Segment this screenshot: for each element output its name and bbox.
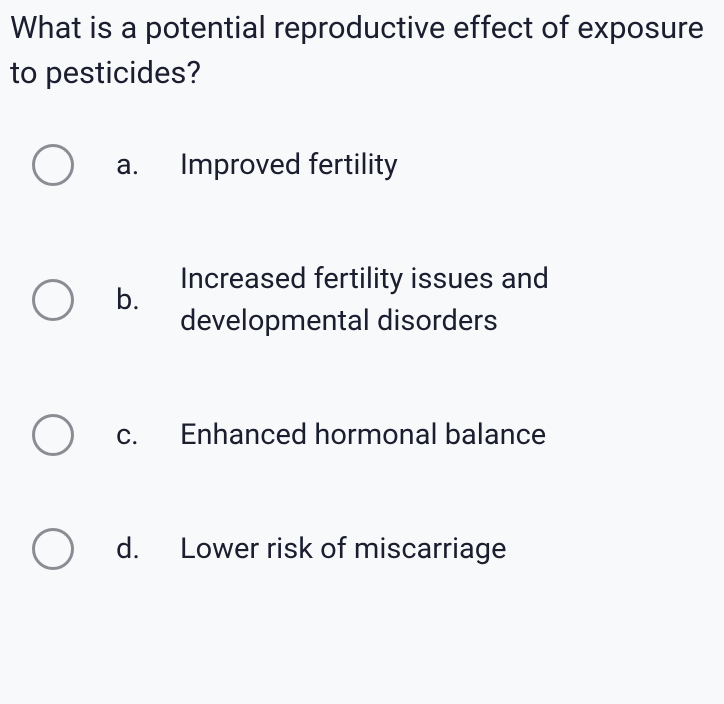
options-list: a. Improved fertility b. Increased ferti… xyxy=(10,144,714,570)
radio-button-c[interactable] xyxy=(32,414,74,456)
option-text-d: Lower risk of miscarriage xyxy=(180,528,506,570)
option-letter-c: c. xyxy=(116,418,180,452)
radio-button-d[interactable] xyxy=(32,528,74,570)
radio-button-b[interactable] xyxy=(32,279,74,321)
option-row-d[interactable]: d. Lower risk of miscarriage xyxy=(32,528,714,570)
option-text-a: Improved fertility xyxy=(180,144,398,186)
option-letter-b: b. xyxy=(116,283,180,317)
question-container: What is a potential reproductive effect … xyxy=(0,0,724,570)
option-row-b[interactable]: b. Increased fertility issues and develo… xyxy=(32,258,714,342)
question-text: What is a potential reproductive effect … xyxy=(10,6,714,96)
radio-button-a[interactable] xyxy=(32,144,74,186)
option-row-c[interactable]: c. Enhanced hormonal balance xyxy=(32,414,714,456)
option-letter-d: d. xyxy=(116,532,180,566)
option-text-b: Increased fertility issues and developme… xyxy=(180,258,714,342)
option-row-a[interactable]: a. Improved fertility xyxy=(32,144,714,186)
option-text-c: Enhanced hormonal balance xyxy=(180,414,546,456)
option-letter-a: a. xyxy=(116,148,180,182)
